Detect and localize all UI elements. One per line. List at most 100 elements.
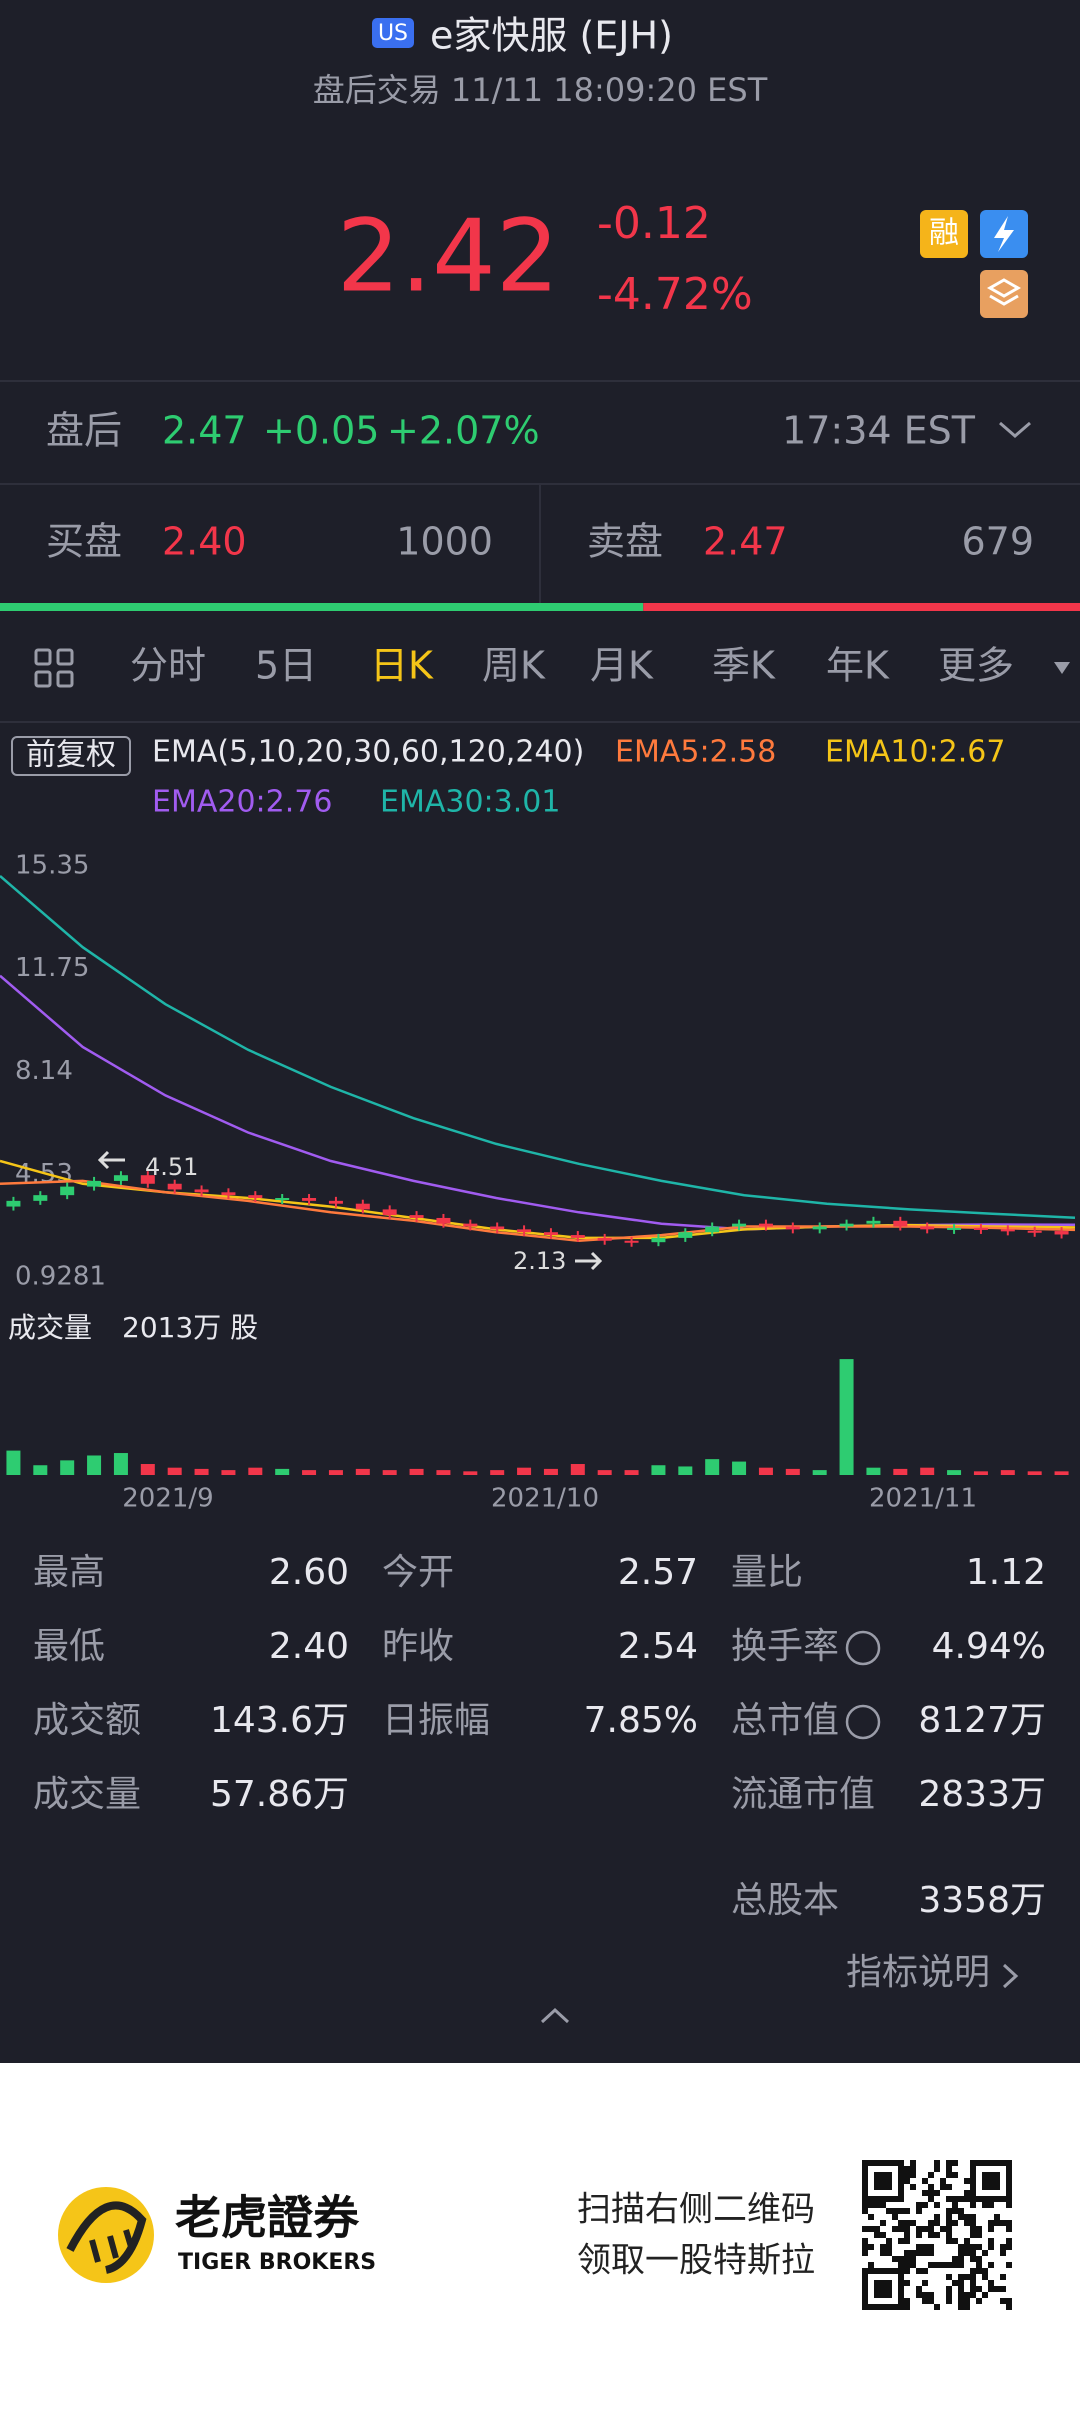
bid: 2.40 [162, 520, 247, 564]
qr-cell [1000, 2244, 1006, 2250]
volume-bar [705, 1459, 720, 1475]
volume-bar [328, 1470, 343, 1475]
qr-cell [880, 2160, 886, 2166]
qr-cell [934, 2202, 940, 2208]
volume-bar [517, 1467, 532, 1475]
qr-cell [928, 2226, 934, 2232]
volume-value: 2013万 股 [122, 1311, 258, 1344]
chevron[interactable] [999, 421, 1031, 438]
background [0, 0, 1080, 2063]
qr-cell [892, 2256, 898, 2262]
qr-cell [928, 2172, 934, 2178]
stat-value: 8127万 [918, 1700, 1046, 1741]
ah-pct: +2.07% [387, 409, 540, 453]
qr-cell [922, 2268, 928, 2274]
qr-cell [958, 2286, 964, 2292]
qr-cell [1006, 2196, 1012, 2202]
stat-value: 2833万 [918, 1774, 1046, 1815]
qr-cell [904, 2178, 910, 2184]
qr-cell [1006, 2202, 1012, 2208]
tab[interactable]: 月K [590, 644, 654, 688]
volume-bar [570, 1464, 585, 1475]
tab[interactable]: 年K [826, 644, 890, 688]
qr-cell [904, 2238, 910, 2244]
candle-body [517, 1229, 532, 1233]
qr-cell [880, 2232, 886, 2238]
ask-size: 679 [961, 520, 1034, 564]
qr-cell [892, 2226, 898, 2232]
candle-body [436, 1217, 451, 1224]
qr-cell [880, 2202, 886, 2208]
qr-cell [880, 2250, 886, 2256]
stat-label: 成交额 [33, 1700, 141, 1741]
adjust-box[interactable] [11, 736, 131, 776]
qr-cell [958, 2304, 964, 2310]
qr-cell [862, 2184, 868, 2190]
qr-cell [1006, 2220, 1012, 2226]
qr-cell [862, 2202, 868, 2208]
qr-cell [928, 2184, 934, 2190]
qr-cell [970, 2274, 976, 2280]
qr-cell [946, 2196, 952, 2202]
qr-cell [898, 2262, 904, 2268]
qr-cell [958, 2256, 964, 2262]
qr-cell [970, 2190, 976, 2196]
qr-cell [886, 2280, 892, 2286]
qr-cell [952, 2280, 958, 2286]
tab[interactable]: 5日 [255, 644, 317, 688]
qr-cell [862, 2238, 868, 2244]
qr-cell [946, 2286, 952, 2292]
tab[interactable]: 周K [482, 644, 546, 688]
qr-cell [874, 2160, 880, 2166]
tab[interactable]: 日K [370, 644, 434, 688]
collapse-caret[interactable] [540, 2007, 570, 2024]
candle-body [490, 1226, 505, 1230]
candle-body [732, 1223, 747, 1227]
qr-cell [862, 2208, 868, 2214]
ema-line [0, 875, 1076, 1219]
qr-cell [898, 2196, 904, 2202]
ask-label: 卖盘 [587, 520, 663, 564]
subtitle: 盘后交易 11/11 18:09:20 EST [313, 71, 768, 109]
qr-cell [880, 2268, 886, 2274]
qr-cell [928, 2250, 934, 2256]
stat-value: 2.40 [269, 1626, 349, 1667]
qr-cell [988, 2220, 994, 2226]
x-tick-label: 2021/10 [491, 1484, 599, 1514]
qr-cell [868, 2262, 874, 2268]
adjust[interactable]: 前复权 [26, 738, 116, 773]
qr-cell [886, 2268, 892, 2274]
tab[interactable]: 季K [712, 644, 776, 688]
qr-cell [928, 2232, 934, 2238]
qr-cell [988, 2196, 994, 2202]
volume-bar [140, 1464, 155, 1475]
price: 2.42 [337, 197, 560, 314]
tab[interactable]: 更多 [938, 644, 1014, 688]
qr-cell [1006, 2160, 1012, 2166]
qr-cell [862, 2298, 868, 2304]
candle-body [248, 1195, 263, 1199]
candle-body [275, 1198, 290, 1201]
qr-cell [952, 2196, 958, 2202]
qr-cell [1006, 2298, 1012, 2304]
volume-bar [785, 1468, 800, 1475]
qr-cell [874, 2304, 880, 2310]
qr-cell [1000, 2250, 1006, 2256]
link-chevron[interactable] [1002, 1963, 1019, 1989]
qr-cell [970, 2268, 976, 2274]
qr-cell [916, 2202, 922, 2208]
qr-cell [904, 2280, 910, 2286]
qr-cell [886, 2208, 892, 2214]
candle-body [920, 1226, 935, 1230]
qr-cell [1006, 2184, 1012, 2190]
tab[interactable]: 分时 [130, 644, 206, 688]
qr-cell [976, 2232, 982, 2238]
more-arrow[interactable] [1054, 662, 1070, 674]
info-icon[interactable] [845, 1704, 881, 1740]
more-link[interactable]: 指标说明 [846, 1952, 990, 1993]
info-icon[interactable] [845, 1630, 881, 1666]
volume-bar [1054, 1471, 1069, 1475]
qr-cell [982, 2292, 988, 2298]
stat-value: 57.86万 [210, 1774, 349, 1815]
volume-bar [920, 1467, 935, 1475]
